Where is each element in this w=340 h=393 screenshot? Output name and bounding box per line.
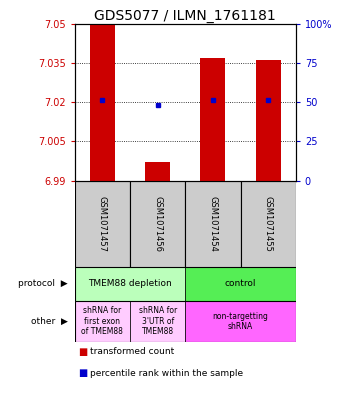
Title: GDS5077 / ILMN_1761181: GDS5077 / ILMN_1761181: [95, 9, 276, 22]
Bar: [90, 24, 115, 181]
Text: other  ▶: other ▶: [31, 317, 68, 326]
Bar: [75, 181, 130, 267]
Bar: [130, 181, 185, 267]
Text: GSM1071454: GSM1071454: [208, 196, 217, 252]
Bar: [185, 301, 296, 342]
Text: TMEM88 depletion: TMEM88 depletion: [88, 279, 172, 288]
Text: transformed count: transformed count: [90, 347, 174, 356]
Text: shRNA for
first exon
of TMEM88: shRNA for first exon of TMEM88: [82, 307, 123, 336]
Bar: [185, 181, 241, 267]
Text: ■: ■: [78, 368, 87, 378]
Text: ■: ■: [78, 347, 87, 357]
Bar: [75, 267, 185, 301]
Bar: [256, 60, 280, 181]
Bar: [201, 58, 225, 181]
Bar: [130, 301, 185, 342]
Bar: [241, 181, 296, 267]
Bar: [145, 162, 170, 181]
Bar: [185, 267, 296, 301]
Text: non-targetting
shRNA: non-targetting shRNA: [212, 312, 269, 331]
Text: percentile rank within the sample: percentile rank within the sample: [90, 369, 243, 378]
Text: shRNA for
3'UTR of
TMEM88: shRNA for 3'UTR of TMEM88: [139, 307, 177, 336]
Text: GSM1071455: GSM1071455: [264, 196, 273, 252]
Text: protocol  ▶: protocol ▶: [18, 279, 68, 288]
Text: GSM1071456: GSM1071456: [153, 196, 162, 252]
Text: GSM1071457: GSM1071457: [98, 196, 107, 252]
Text: control: control: [225, 279, 256, 288]
Bar: [75, 301, 130, 342]
